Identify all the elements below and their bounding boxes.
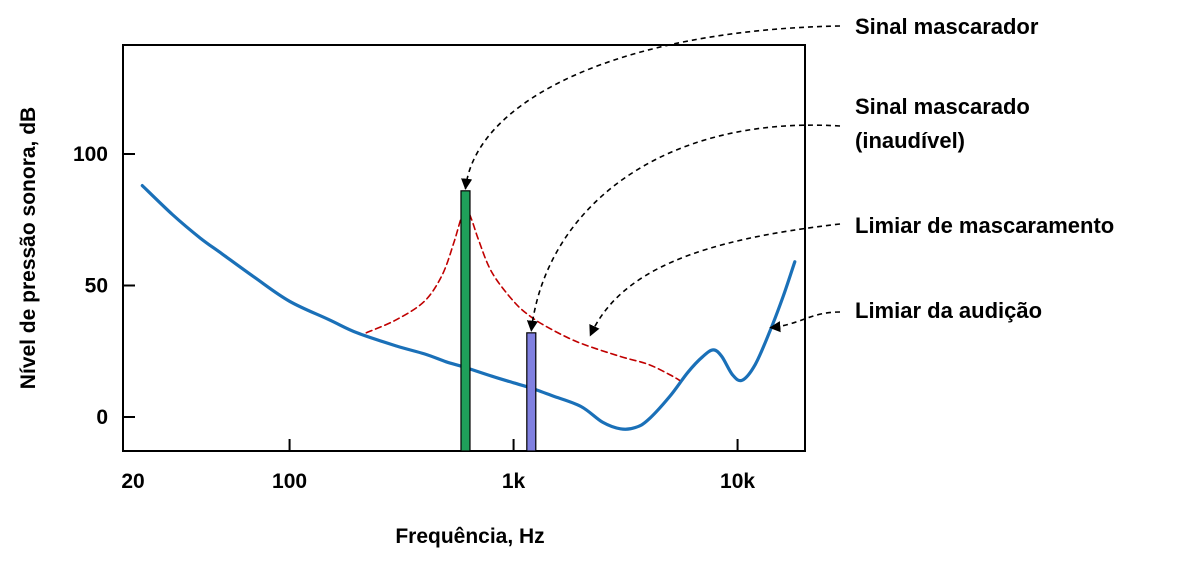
annotation-masked-signal-label: Sinal mascarado [855,94,1030,119]
annotation-hearing-threshold-arrow [769,311,841,333]
annotation-hearing-threshold-label: Limiar da audição [855,298,1042,323]
x-tick-label: 20 [121,470,144,493]
x-tick-label: 1k [502,470,526,493]
hearing-threshold-line [140,184,797,431]
masked-signal-bar [526,332,537,452]
annotation-masking-threshold-arrow [589,223,841,337]
annotation-masker-signal-label: Sinal mascarador [855,14,1039,39]
x-tick-label: 100 [272,470,307,493]
y-tick-label: 100 [73,143,108,166]
y-tick-label: 0 [96,406,108,429]
masking-threshold-line [365,205,681,381]
y-tick-label: 50 [85,275,108,298]
y-axis-title: Nível de pressão sonora, dB [17,107,40,389]
x-axis-title: Frequência, Hz [395,525,544,548]
masker-signal-bar [460,190,471,452]
annotation-masked-signal-arrow [526,124,841,332]
annotation-masker-signal-arrow [461,25,841,190]
annotation-masking-threshold-label: Limiar de mascaramento [855,213,1114,238]
x-tick-label: 10k [720,470,755,493]
annotation-masked-signal-label: (inaudível) [855,128,965,153]
